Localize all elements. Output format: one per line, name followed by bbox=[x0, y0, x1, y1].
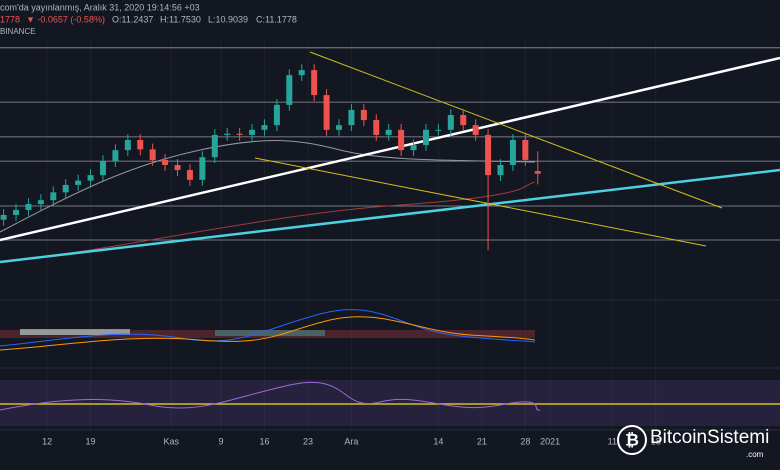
candle-body bbox=[534, 171, 541, 174]
x-tick-label: 18 bbox=[651, 436, 661, 446]
candle-body bbox=[137, 140, 144, 150]
last-price: 1778 bbox=[0, 14, 20, 24]
candle-body bbox=[199, 157, 206, 180]
candles bbox=[0, 64, 541, 251]
candle-body bbox=[174, 165, 181, 171]
ohlc-high: H:11.7530 bbox=[160, 14, 201, 24]
x-tick-label: 19 bbox=[86, 436, 96, 446]
ohlc-low: L:10.9039 bbox=[208, 14, 248, 24]
candle-body bbox=[224, 133, 231, 135]
ohlc-open: O:11.2437 bbox=[112, 14, 153, 24]
candle-body bbox=[460, 115, 467, 126]
candle-body bbox=[25, 204, 32, 210]
ohlc-close: C:11.1778 bbox=[256, 14, 297, 24]
candle-body bbox=[112, 150, 119, 162]
logo-name: BitcoinSistemi bbox=[650, 427, 769, 448]
trend-line bbox=[0, 56, 780, 242]
exchange: BINANCE bbox=[0, 27, 36, 36]
candle-body bbox=[13, 209, 20, 215]
published: com'da yayınlanmış, Aralık 31, 2020 19:1… bbox=[0, 2, 200, 12]
levels bbox=[0, 47, 780, 241]
candle-body bbox=[75, 180, 82, 185]
x-tick-label: 16 bbox=[259, 436, 269, 446]
x-tick-label: 28 bbox=[520, 436, 530, 446]
candle-body bbox=[50, 192, 57, 201]
candle-body bbox=[385, 129, 392, 135]
candle-body bbox=[336, 125, 343, 130]
logo-mark: ₿ bbox=[625, 430, 639, 449]
candle-body bbox=[236, 133, 243, 135]
candle-body bbox=[348, 109, 355, 126]
trend-line bbox=[309, 51, 723, 209]
candle-body bbox=[286, 75, 293, 105]
rsi-line bbox=[0, 381, 541, 411]
candle-body bbox=[398, 129, 405, 151]
moving-average bbox=[0, 181, 536, 263]
x-axis: 12 19 Kas 9 16 23 Ara 14 21 28 2021 11 18 bbox=[42, 436, 661, 446]
candle-body bbox=[472, 125, 479, 135]
trend-line bbox=[254, 157, 707, 247]
moving-average bbox=[0, 140, 536, 233]
candle-body bbox=[298, 70, 305, 76]
macd-histogram bbox=[20, 329, 130, 335]
candle-body bbox=[435, 129, 442, 131]
trend-line bbox=[0, 168, 780, 264]
macd-line bbox=[0, 309, 536, 347]
macd bbox=[0, 309, 536, 351]
candle-body bbox=[323, 95, 330, 130]
candle-body bbox=[124, 140, 131, 151]
x-tick-label: 14 bbox=[433, 436, 443, 446]
candle-body bbox=[485, 134, 492, 176]
candle-body bbox=[261, 125, 268, 130]
candle-body bbox=[447, 115, 454, 130]
candle-body bbox=[149, 149, 156, 160]
logo: ₿ BitcoinSistemi .com bbox=[617, 425, 769, 459]
candle-body bbox=[422, 129, 429, 146]
candle-body bbox=[497, 165, 504, 176]
candle-body bbox=[373, 120, 380, 135]
logo-icon bbox=[617, 425, 647, 455]
x-tick-label: 11 bbox=[608, 436, 617, 446]
change: ▼ -0.0657 (-0.58%) bbox=[26, 14, 105, 24]
grid bbox=[46, 38, 657, 430]
logo-domain: .com bbox=[746, 450, 764, 459]
x-tick-label: 9 bbox=[218, 436, 223, 446]
x-tick-label: 2021 bbox=[540, 436, 560, 446]
macd-histogram bbox=[215, 330, 325, 336]
candle-body bbox=[62, 184, 69, 193]
rsi-band bbox=[0, 380, 780, 426]
candle-body bbox=[87, 175, 94, 181]
x-tick-label: Ara bbox=[344, 436, 358, 446]
candle-body bbox=[0, 215, 7, 220]
candle-body bbox=[360, 109, 367, 121]
signal-line bbox=[0, 316, 536, 351]
candle-body bbox=[249, 129, 256, 135]
candle-body bbox=[509, 140, 516, 165]
x-tick-label: Kas bbox=[164, 436, 180, 446]
candle-body bbox=[99, 161, 106, 176]
candle-body bbox=[211, 134, 218, 158]
candle-body bbox=[186, 170, 193, 180]
candle-body bbox=[522, 140, 529, 160]
candle-body bbox=[273, 104, 280, 126]
candle-body bbox=[311, 70, 318, 96]
candle-body bbox=[162, 159, 169, 165]
x-tick-label: 21 bbox=[477, 436, 487, 446]
candle-body bbox=[37, 200, 44, 205]
candle-body bbox=[410, 145, 417, 151]
x-tick-label: 12 bbox=[42, 436, 52, 446]
x-tick-label: 23 bbox=[303, 436, 313, 446]
rsi bbox=[0, 380, 780, 426]
